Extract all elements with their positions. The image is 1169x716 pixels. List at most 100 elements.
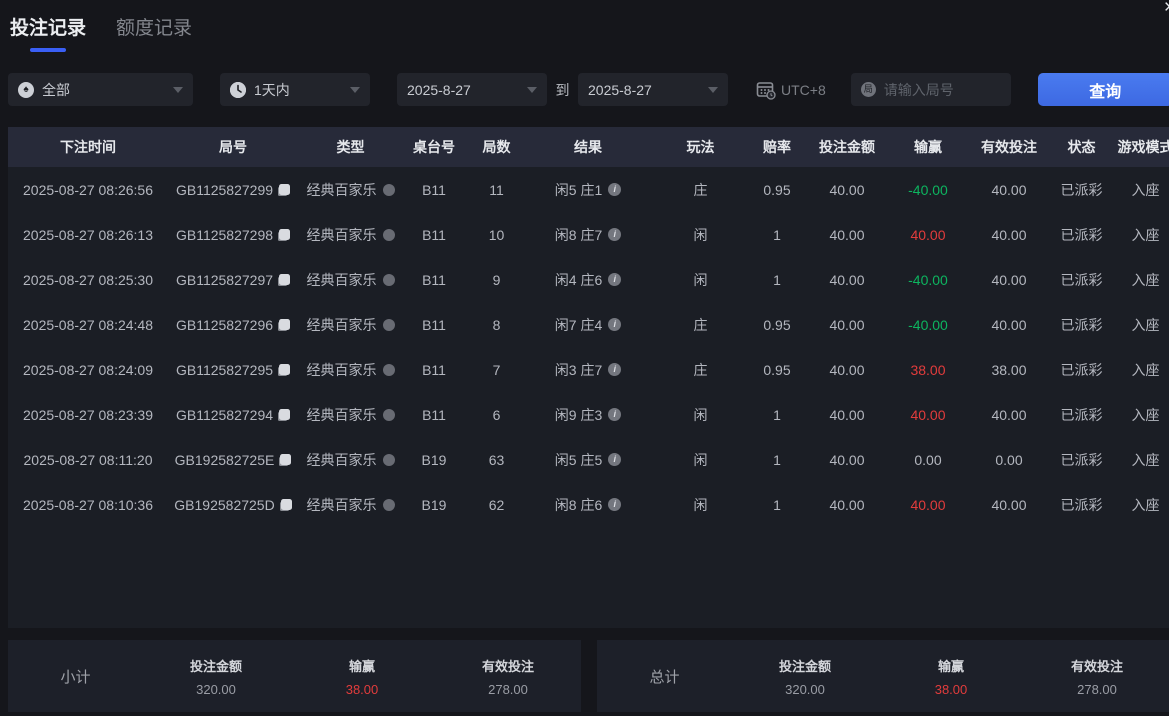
bet-amount: 40.00 bbox=[829, 406, 865, 423]
table-row[interactable]: 2025-08-27 08:24:48 GB1125827296 经典百家乐 B… bbox=[8, 302, 1169, 347]
bet-time: 2025-08-27 08:11:20 bbox=[23, 451, 153, 468]
game-type: 经典百家乐 bbox=[306, 316, 377, 333]
table-row[interactable]: 2025-08-27 08:25:30 GB1125827297 经典百家乐 B… bbox=[8, 257, 1169, 302]
clock-icon bbox=[230, 81, 246, 98]
round-icon: 局 bbox=[860, 82, 876, 97]
result-value: 闲7 庄4 bbox=[554, 316, 603, 333]
odds-value: 1 bbox=[773, 451, 781, 468]
active-tab-indicator bbox=[30, 48, 66, 52]
table-row[interactable]: 2025-08-27 08:10:36 GB192582725D 经典百家乐 B… bbox=[8, 482, 1169, 527]
table-number: B11 bbox=[422, 361, 446, 378]
game-dot-icon bbox=[382, 408, 395, 421]
table-row[interactable]: 2025-08-27 08:26:56 GB1125827299 经典百家乐 B… bbox=[8, 167, 1169, 212]
round-id: GB1125827297 bbox=[175, 271, 274, 288]
game-type-dropdown[interactable]: ♠ 全部 bbox=[8, 73, 193, 106]
copy-icon[interactable] bbox=[279, 229, 291, 240]
date-to-picker[interactable]: 2025-8-27 bbox=[578, 73, 728, 106]
time-range-dropdown[interactable]: 1天内 bbox=[220, 73, 370, 106]
win-loss-value: 40.00 bbox=[910, 226, 946, 243]
game-dot-icon bbox=[382, 498, 395, 511]
query-button[interactable]: 查询 bbox=[1037, 73, 1169, 106]
date-from-value: 2025-8-27 bbox=[407, 81, 471, 98]
calendar-clock-icon bbox=[755, 79, 777, 101]
odds-value: 1 bbox=[773, 496, 781, 513]
tab-quota-records-label: 额度记录 bbox=[116, 18, 193, 39]
info-icon[interactable]: i bbox=[608, 273, 622, 286]
status-value: 已派彩 bbox=[1060, 451, 1103, 468]
bet-time: 2025-08-27 08:26:56 bbox=[23, 181, 153, 198]
win-loss-value: 40.00 bbox=[910, 406, 946, 423]
total-valid-label: 有效投注 bbox=[1070, 658, 1123, 674]
round-id: GB1125827299 bbox=[175, 181, 274, 198]
info-icon[interactable]: i bbox=[608, 363, 622, 376]
odds-value: 1 bbox=[773, 271, 781, 288]
column-header: 下注时间 bbox=[60, 139, 116, 155]
game-dot-icon bbox=[382, 363, 395, 376]
bet-amount: 40.00 bbox=[829, 316, 865, 333]
copy-icon[interactable] bbox=[279, 319, 291, 330]
summary-bar: 小计 投注金额 320.00 输赢 38.00 有效投注 278.00 总计 投… bbox=[8, 640, 1169, 712]
bet-time: 2025-08-27 08:23:39 bbox=[23, 406, 153, 423]
status-value: 已派彩 bbox=[1060, 361, 1103, 378]
close-icon[interactable]: × bbox=[1164, 0, 1169, 17]
spade-icon: ♠ bbox=[18, 81, 34, 98]
copy-icon[interactable] bbox=[279, 184, 291, 195]
table-row[interactable]: 2025-08-27 08:23:39 GB1125827294 经典百家乐 B… bbox=[8, 392, 1169, 437]
play-type: 闲 bbox=[693, 271, 708, 288]
valid-bet-value: 0.00 bbox=[995, 451, 1023, 468]
bet-amount: 40.00 bbox=[829, 496, 865, 513]
table-row[interactable]: 2025-08-27 08:24:09 GB1125827295 经典百家乐 B… bbox=[8, 347, 1169, 392]
column-header: 玩法 bbox=[686, 139, 715, 155]
chevron-down-icon bbox=[173, 86, 183, 93]
game-mode-value: 入座 bbox=[1131, 451, 1160, 468]
win-loss-value: 38.00 bbox=[910, 361, 946, 378]
subtotal-valid-label: 有效投注 bbox=[481, 658, 534, 674]
to-label: 到 bbox=[555, 81, 570, 98]
info-icon[interactable]: i bbox=[608, 228, 622, 241]
round-search-box[interactable]: 局 bbox=[850, 73, 1011, 106]
timezone-indicator: UTC+8 bbox=[755, 79, 826, 101]
copy-icon[interactable] bbox=[279, 409, 291, 420]
round-number: 8 bbox=[492, 316, 501, 333]
result-value: 闲8 庄7 bbox=[554, 226, 603, 243]
table-row[interactable]: 2025-08-27 08:26:13 GB1125827298 经典百家乐 B… bbox=[8, 212, 1169, 257]
copy-icon[interactable] bbox=[279, 274, 291, 285]
info-icon[interactable]: i bbox=[608, 318, 622, 331]
round-number: 6 bbox=[492, 406, 501, 423]
game-type: 经典百家乐 bbox=[306, 406, 377, 423]
bet-amount: 40.00 bbox=[829, 181, 865, 198]
round-number: 63 bbox=[488, 451, 505, 468]
tab-quota-records[interactable]: 额度记录 bbox=[116, 13, 192, 52]
game-dot-icon bbox=[382, 453, 395, 466]
info-icon[interactable]: i bbox=[608, 408, 622, 421]
info-icon[interactable]: i bbox=[608, 183, 622, 196]
round-search-input[interactable] bbox=[883, 81, 1001, 98]
column-header: 赔率 bbox=[763, 139, 791, 155]
round-id: GB1125827295 bbox=[175, 361, 274, 378]
game-dot-icon bbox=[382, 273, 395, 286]
column-header: 游戏模式 bbox=[1117, 139, 1169, 155]
status-value: 已派彩 bbox=[1060, 406, 1103, 423]
game-type: 经典百家乐 bbox=[306, 226, 377, 243]
round-id: GB192582725D bbox=[174, 496, 275, 513]
date-from-picker[interactable]: 2025-8-27 bbox=[397, 73, 547, 106]
copy-icon[interactable] bbox=[280, 454, 292, 465]
table-row[interactable]: 2025-08-27 08:11:20 GB192582725E 经典百家乐 B… bbox=[8, 437, 1169, 482]
copy-icon[interactable] bbox=[279, 364, 291, 375]
valid-bet-value: 40.00 bbox=[991, 271, 1027, 288]
info-icon[interactable]: i bbox=[608, 453, 622, 466]
total-win-label: 输赢 bbox=[937, 658, 964, 674]
subtotal-win-label: 输赢 bbox=[348, 658, 375, 674]
game-mode-value: 入座 bbox=[1131, 226, 1160, 243]
status-value: 已派彩 bbox=[1060, 316, 1103, 333]
copy-icon[interactable] bbox=[280, 499, 292, 510]
play-type: 闲 bbox=[693, 451, 708, 468]
tab-bet-records[interactable]: 投注记录 bbox=[10, 13, 86, 52]
total-win-value: 38.00 bbox=[934, 681, 968, 697]
odds-value: 0.95 bbox=[763, 316, 791, 333]
column-header: 状态 bbox=[1067, 139, 1096, 155]
win-loss-value: -40.00 bbox=[908, 181, 948, 198]
info-icon[interactable]: i bbox=[608, 498, 622, 511]
play-type: 庄 bbox=[693, 181, 708, 198]
subtotal-card: 小计 投注金额 320.00 输赢 38.00 有效投注 278.00 bbox=[8, 640, 581, 712]
